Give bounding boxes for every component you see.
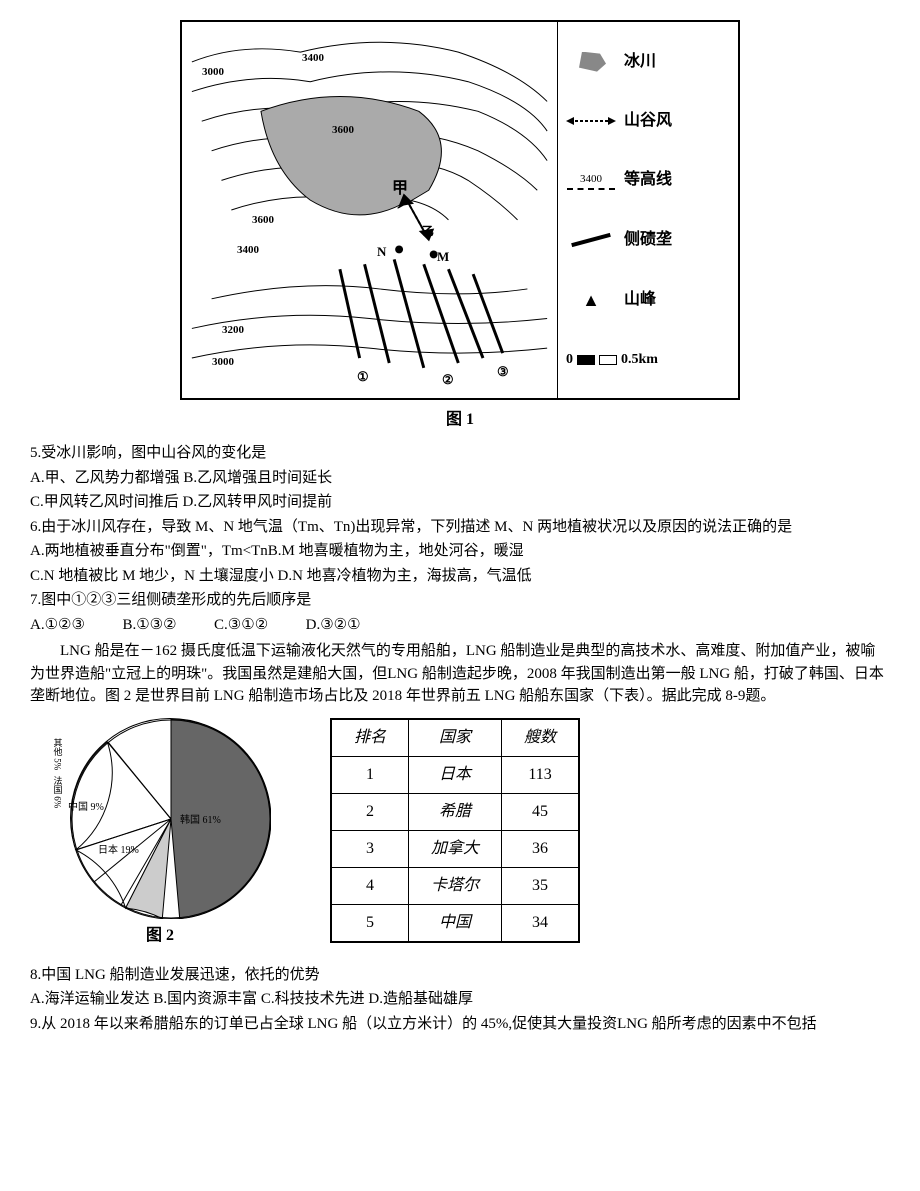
q8-optC: C.科技技术先进 (261, 991, 365, 1007)
figure1-container: 3000 3400 3600 3600 3400 3200 3000 甲 乙 N… (30, 20, 890, 400)
scale-seg (599, 355, 617, 365)
th-country: 国家 (409, 719, 502, 756)
q8-stem: 8.中国 LNG 船制造业发展迅速，依托的优势 (30, 964, 890, 987)
q5-optB: B.乙风增强且时间延长 (183, 470, 332, 486)
pie-label-china: 中国 9% (68, 800, 104, 815)
q5-optA: A.甲、乙风势力都增强 (30, 470, 180, 486)
table-row: 4卡塔尔35 (332, 867, 579, 904)
contour-val: 3000 (212, 354, 234, 371)
q5-line1: A.甲、乙风势力都增强 B.乙风增强且时间延长 (30, 467, 890, 490)
scale-dist: 0.5km (621, 349, 658, 370)
pie-label-others: 其他 5% (50, 738, 64, 770)
glacier-icon (576, 52, 606, 72)
legend-scale: 0 0.5km (566, 349, 730, 370)
q6-stem: 6.由于冰川风存在，导致 M、N 地气温（Tm、Tn)出现异常，下列描述 M、N… (30, 516, 890, 539)
th-count: 艘数 (502, 719, 579, 756)
legend-label: 山谷风 (624, 109, 672, 133)
pie-chart (70, 718, 270, 918)
scale-zero: 0 (566, 349, 573, 370)
marker-N: N (377, 242, 386, 262)
q8-optB: B.国内资源丰富 (153, 991, 257, 1007)
q5-optC: C.甲风转乙风时间推后 (30, 494, 179, 510)
q7-opts: A.①②③ B.①③② C.③①② D.③②① (30, 614, 890, 637)
th-rank: 排名 (332, 719, 409, 756)
legend-label: 等高线 (624, 168, 672, 192)
map-legend: 冰川 山谷风 3400 等高线 (558, 22, 738, 398)
q7-optD: D.③②① (306, 617, 361, 633)
table-row: 2希腊45 (332, 793, 579, 830)
figure1-caption: 图 1 (30, 408, 890, 432)
table-header-row: 排名 国家 艘数 (332, 719, 579, 756)
pie-label-japan: 日本 19% (98, 843, 139, 858)
q8-optA: A.海洋运输业发达 (30, 991, 150, 1007)
marker-jia: 甲 (392, 177, 408, 201)
peak-icon: ▲ (582, 287, 600, 314)
contour-val: 3600 (332, 122, 354, 139)
contour-map-svg (182, 22, 557, 398)
q6-line1: A.两地植被垂直分布"倒置"，Tm<TnB.M 地喜暖植物为主，地处河谷，暖湿 (30, 540, 890, 563)
pie-chart-block: 韩国 61% 日本 19% 中国 9% 法国 6% 其他 5% 图 2 (30, 718, 290, 958)
table-row: 5中国34 (332, 904, 579, 941)
arrow-icon (566, 114, 616, 128)
q7-optA: A.①②③ (30, 617, 85, 633)
contour-val: 3200 (222, 322, 244, 339)
q6-optA: A.两地植被垂直分布"倒置"，Tm<Tn (30, 543, 268, 559)
q8-optD: D.造船基础雄厚 (368, 991, 473, 1007)
table-row: 1日本113 (332, 756, 579, 793)
q9-stem: 9.从 2018 年以来希腊船东的订单已占全球 LNG 船（以立方米计）的 45… (30, 1013, 890, 1036)
legend-glacier: 冰川 (566, 50, 730, 74)
figure2-row: 韩国 61% 日本 19% 中国 9% 法国 6% 其他 5% 图 2 排名 国… (30, 718, 890, 958)
q8-opts: A.海洋运输业发达 B.国内资源丰富 C.科技技术先进 D.造船基础雄厚 (30, 988, 890, 1011)
q6-optD: D.N 地喜冷植物为主，海拔高，气温低 (278, 568, 532, 584)
legend-peak: ▲ 山峰 (566, 287, 730, 314)
contour-val: 3400 (302, 50, 324, 67)
q7-optB: B.①③② (122, 617, 176, 633)
contour-val: 3000 (202, 64, 224, 81)
contour-sample-val: 3400 (580, 171, 602, 188)
pie-label-korea: 韩国 61% (180, 813, 221, 828)
legend-moraine: 侧碛垄 (566, 228, 730, 252)
table-row: 3加拿大36 (332, 830, 579, 867)
q7-optC: C.③①② (214, 617, 268, 633)
pie-label-france: 法国 6% (50, 776, 64, 808)
legend-label: 冰川 (624, 50, 656, 74)
contour-val: 3600 (252, 212, 274, 229)
moraine-icon (571, 233, 611, 247)
scale-seg (577, 355, 595, 365)
legend-contour: 3400 等高线 (566, 168, 730, 192)
q5-stem: 5.受冰川影响，图中山谷风的变化是 (30, 442, 890, 465)
marker-c2: ② (442, 370, 454, 390)
ship-table: 排名 国家 艘数 1日本113 2希腊45 3加拿大36 4卡塔尔35 5中国3… (331, 719, 579, 942)
q6-optC: C.N 地植被比 M 地少，N 土壤湿度小 (30, 568, 274, 584)
marker-c3: ③ (497, 362, 509, 382)
marker-c1: ① (357, 367, 369, 387)
passage2: LNG 船是在－162 摄氏度低温下运输液化天然气的专用船舶，LNG 船制造业是… (30, 640, 890, 708)
legend-label: 山峰 (624, 288, 656, 312)
q5-optD: D.乙风转甲风时间提前 (183, 494, 333, 510)
map-figure: 3000 3400 3600 3600 3400 3200 3000 甲 乙 N… (180, 20, 740, 400)
table-block: 排名 国家 艘数 1日本113 2希腊45 3加拿大36 4卡塔尔35 5中国3… (330, 718, 580, 943)
map-area: 3000 3400 3600 3600 3400 3200 3000 甲 乙 N… (182, 22, 558, 398)
legend-valleywind: 山谷风 (566, 109, 730, 133)
glacier-area (261, 97, 441, 215)
q6-optB: B.M 地喜暖植物为主，地处河谷，暖湿 (268, 543, 524, 559)
contour-line-icon (567, 188, 615, 190)
legend-label: 侧碛垄 (624, 228, 672, 252)
contour-val: 3400 (237, 242, 259, 259)
q6-line2: C.N 地植被比 M 地少，N 土壤湿度小 D.N 地喜冷植物为主，海拔高，气温… (30, 565, 890, 588)
marker-M: M (437, 247, 449, 267)
figure2-caption: 图 2 (30, 924, 290, 948)
q7-stem: 7.图中①②③三组侧碛垄形成的先后顺序是 (30, 589, 890, 612)
moraines (340, 259, 503, 368)
marker-yi: 乙 (422, 222, 434, 240)
q5-line2: C.甲风转乙风时间推后 D.乙风转甲风时间提前 (30, 491, 890, 514)
